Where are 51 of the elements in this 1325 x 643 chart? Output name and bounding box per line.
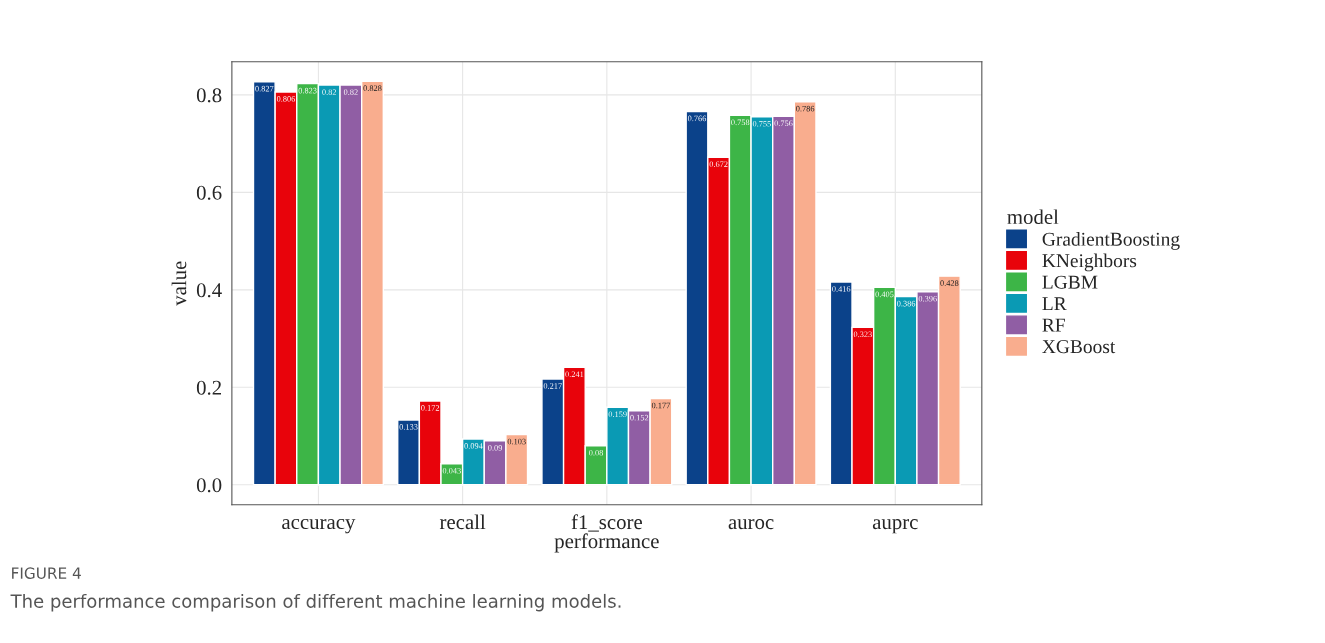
data-label: 0.823 [298,87,317,94]
data-label: 0.159 [608,411,627,418]
data-label: 0.386 [897,300,916,307]
data-label: 0.428 [940,280,959,286]
data-label: 0.82 [343,89,358,95]
legend-title: model [1007,209,1059,225]
data-label: 0.133 [399,424,418,430]
caption: FIGURE 4 [12,567,81,579]
data-label: 0.766 [687,115,707,122]
data-label: 0.103 [507,438,526,445]
data-label: 0.756 [774,120,793,127]
legend-label: RF [1042,318,1065,332]
x-tick-label: f1_score [571,514,642,532]
data-label: 0.416 [832,286,851,292]
y-tick-label: 0.8 [196,88,222,103]
data-label: 0.152 [630,414,649,421]
data-label: 0.08 [589,449,604,456]
data-label: 0.09 [488,445,503,451]
data-label: 0.094 [464,443,483,449]
data-label: 0.672 [709,161,728,168]
data-label: 0.177 [651,402,671,409]
data-label: 0.786 [796,105,815,112]
data-label: 0.828 [363,85,382,92]
data-label: 0.043 [442,467,461,474]
y-tick-label: 0.4 [196,283,222,298]
data-label: 0.758 [731,119,750,126]
data-label: 0.241 [565,371,584,378]
y-axis-title: value [171,261,187,306]
data-label: 0.172 [421,405,440,411]
text: The performance comparison of different machine learning models. [10,593,621,612]
legend-label: LGBM [1042,275,1098,289]
y-tick-label: 0.0 [196,478,222,493]
legend-label: GradientBoosting [1042,232,1180,250]
x-tick-label: auroc [728,519,774,530]
x-axis-title: performance [554,533,659,553]
x-tick-label: accuracy [282,519,356,534]
x-tick-label: recall [439,514,486,530]
x-tick-label: auprc [872,519,918,534]
data-label: 0.755 [752,120,771,127]
data-label: 0.396 [918,295,937,302]
y-tick-label: 0.6 [196,185,222,200]
data-label: 0.217 [543,383,562,389]
data-label: 0.323 [853,331,872,338]
data-label: 0.405 [875,291,894,298]
legend-label: LR [1042,297,1067,311]
data-label: 0.827 [255,85,274,92]
legend-label: XGBoost [1042,340,1116,354]
data-label: 0.806 [276,96,296,102]
legend-label: KNeighbors [1042,253,1137,272]
y-tick-label: 0.2 [196,380,221,395]
data-label: 0.82 [322,89,337,95]
